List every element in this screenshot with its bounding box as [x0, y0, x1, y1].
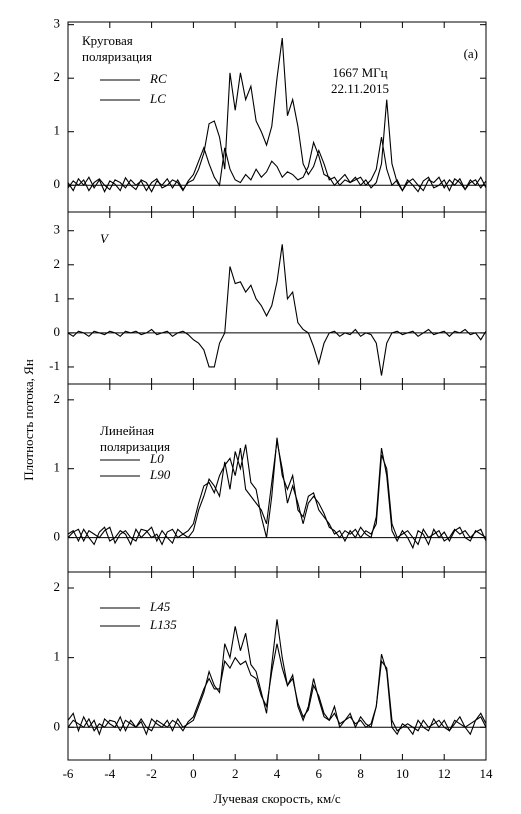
legend-label: L0	[149, 451, 164, 466]
x-tick-label: 8	[357, 766, 364, 781]
x-tick-label: 14	[480, 766, 494, 781]
y-tick-label: 0	[54, 176, 61, 191]
y-tick-label: 3	[54, 222, 61, 237]
x-tick-label: 4	[274, 766, 281, 781]
x-axis-label: Лучевая скорость, км/с	[213, 791, 341, 806]
y-tick-label: 0	[54, 529, 61, 544]
series-line	[67, 643, 487, 732]
legend-label: LC	[149, 91, 166, 106]
series-line	[67, 136, 487, 192]
y-tick-label: 3	[54, 16, 61, 31]
x-tick-label: -6	[63, 766, 74, 781]
annotation: 1667 МГц	[332, 65, 387, 80]
x-tick-label: 0	[190, 766, 197, 781]
series-line	[67, 37, 487, 193]
y-tick-label: 1	[54, 649, 61, 664]
series-line	[67, 244, 487, 376]
panel-frame	[67, 211, 487, 385]
x-tick-label: -2	[146, 766, 157, 781]
legend-label: RC	[149, 71, 167, 86]
x-tick-label: -4	[104, 766, 115, 781]
annotation: Линейная	[100, 423, 154, 438]
series-line	[67, 441, 487, 546]
y-tick-label: 2	[54, 69, 61, 84]
x-tick-label: 12	[438, 766, 451, 781]
legend-label: L90	[149, 467, 171, 482]
series-line	[67, 619, 487, 736]
y-tick-label: 0	[54, 718, 61, 733]
x-tick-label: 2	[232, 766, 239, 781]
series-label: V	[100, 231, 110, 246]
y-tick-label: 1	[54, 460, 61, 475]
annotation: 22.11.2015	[331, 81, 389, 96]
legend-label: L135	[149, 617, 177, 632]
annotation: поляризация	[82, 49, 152, 64]
y-tick-label: 1	[54, 290, 61, 305]
x-tick-label: 6	[316, 766, 323, 781]
annotation: Круговая	[82, 33, 133, 48]
y-tick-label: 2	[54, 579, 61, 594]
annotation: (a)	[464, 46, 478, 61]
y-tick-label: 1	[54, 123, 61, 138]
y-axis-label: Плотность потока, Ян	[21, 359, 36, 481]
annotation: поляризация	[100, 439, 170, 454]
y-tick-label: 2	[54, 391, 61, 406]
series-line	[67, 437, 487, 550]
y-tick-label: 2	[54, 256, 61, 271]
legend-label: L45	[149, 599, 171, 614]
y-tick-label: 0	[54, 324, 61, 339]
x-tick-label: 10	[396, 766, 409, 781]
panel-frame	[67, 571, 487, 761]
y-tick-label: -1	[49, 358, 60, 373]
